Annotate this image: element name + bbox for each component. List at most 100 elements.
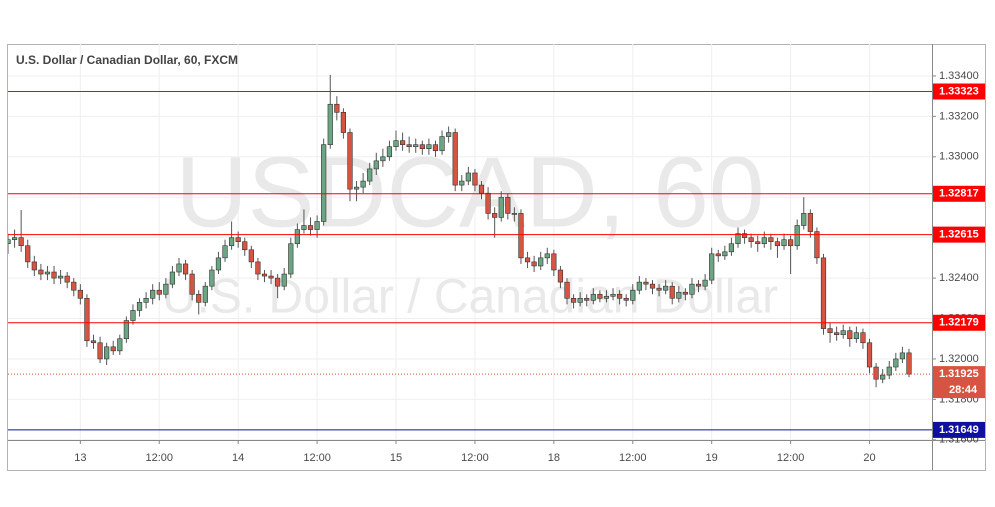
candle-body <box>130 310 136 321</box>
candle-body <box>820 257 827 329</box>
y-tick-label: 1.33000 <box>939 151 979 163</box>
candle-body <box>222 245 228 259</box>
candle-body <box>77 289 83 299</box>
candle-body <box>774 241 781 247</box>
last-price-box <box>933 366 985 399</box>
level-label: 1.33323 <box>939 85 979 97</box>
candle-body <box>866 342 873 368</box>
candle-body <box>669 285 675 299</box>
candle-body <box>485 192 491 214</box>
candle-body <box>636 281 642 291</box>
x-tick-label: 12:00 <box>145 452 173 464</box>
candle-body <box>446 132 452 137</box>
x-tick-label: 14 <box>232 452 244 464</box>
candle-body <box>551 253 557 271</box>
candle-body <box>689 283 695 295</box>
candle-body <box>682 291 688 295</box>
level-label-box <box>933 226 985 243</box>
candle-body <box>176 263 182 273</box>
candle-body <box>18 237 24 247</box>
level-label-box <box>933 421 985 438</box>
candle-body <box>386 146 393 158</box>
candle-body <box>288 243 294 275</box>
candle-body <box>538 257 544 267</box>
candle-body <box>44 271 51 275</box>
level-label: 1.32615 <box>939 229 979 241</box>
candle-body <box>439 136 445 152</box>
candle-body <box>228 237 235 247</box>
candle-body <box>11 237 18 240</box>
candle-body <box>314 221 320 230</box>
candle-body <box>472 172 478 186</box>
candle-body <box>123 320 129 340</box>
candle-body <box>393 140 399 147</box>
candle-body <box>853 332 859 340</box>
candle-body <box>58 275 64 279</box>
candle-body <box>886 366 892 376</box>
candle-body <box>873 366 879 380</box>
candle-body <box>64 275 70 283</box>
level-label: 1.32179 <box>939 317 979 329</box>
candle-body <box>524 257 531 263</box>
candle-body <box>459 180 465 186</box>
candle-body <box>281 273 287 287</box>
candle-body <box>406 144 412 147</box>
candle-body <box>722 251 728 257</box>
candle-body <box>143 297 149 303</box>
candle-body <box>505 196 511 214</box>
candle-body <box>163 283 169 295</box>
candle-body <box>577 297 583 303</box>
candle-body <box>570 297 577 303</box>
candle-body <box>38 269 44 275</box>
candle-body <box>695 283 702 287</box>
candle-body <box>261 273 268 277</box>
candle-body <box>649 283 656 289</box>
candle-body <box>511 213 517 215</box>
candle-body <box>630 289 636 301</box>
candle-body <box>117 338 123 352</box>
candle-body <box>781 239 787 247</box>
candle-body <box>301 225 307 230</box>
candle-body <box>663 285 669 291</box>
candle-body <box>156 289 162 295</box>
candle-body <box>834 332 840 335</box>
candle-body <box>728 243 735 253</box>
candle-body <box>110 346 116 352</box>
candle-body <box>617 293 623 299</box>
candle-body <box>340 112 347 133</box>
candle-body <box>215 257 222 271</box>
candle-body <box>492 213 498 218</box>
candle-body <box>136 302 143 311</box>
candle-body <box>209 269 215 287</box>
candle-body <box>676 291 682 299</box>
candle-body <box>847 330 853 340</box>
x-tick-label: 13 <box>74 452 86 464</box>
watermark: USDCAD, 60 <box>175 136 764 248</box>
candle-body <box>584 297 590 301</box>
candle-body <box>347 132 353 190</box>
candle-body <box>860 332 866 344</box>
candle-body <box>544 253 550 259</box>
y-tick-label: 1.32400 <box>939 272 979 284</box>
candle-body <box>307 225 314 230</box>
candle-body <box>182 263 189 275</box>
last-price-label: 1.31925 <box>939 368 979 380</box>
x-tick-label: 20 <box>863 452 875 464</box>
candle-body <box>84 297 90 342</box>
candle-body <box>71 281 77 291</box>
level-label-box <box>933 83 985 100</box>
candle-body <box>334 103 340 113</box>
candle-body <box>709 253 715 281</box>
candle-body <box>465 172 471 182</box>
candle-body <box>597 293 603 299</box>
candle-body <box>196 293 202 303</box>
candle-body <box>413 144 419 147</box>
candle-body <box>702 279 708 287</box>
candle-body <box>31 261 37 271</box>
candle-body <box>321 144 327 222</box>
candle-body <box>25 245 31 263</box>
candle-body <box>623 297 629 301</box>
candle-body <box>656 287 662 291</box>
candle-body <box>426 144 432 150</box>
level-label: 1.32817 <box>939 188 979 200</box>
